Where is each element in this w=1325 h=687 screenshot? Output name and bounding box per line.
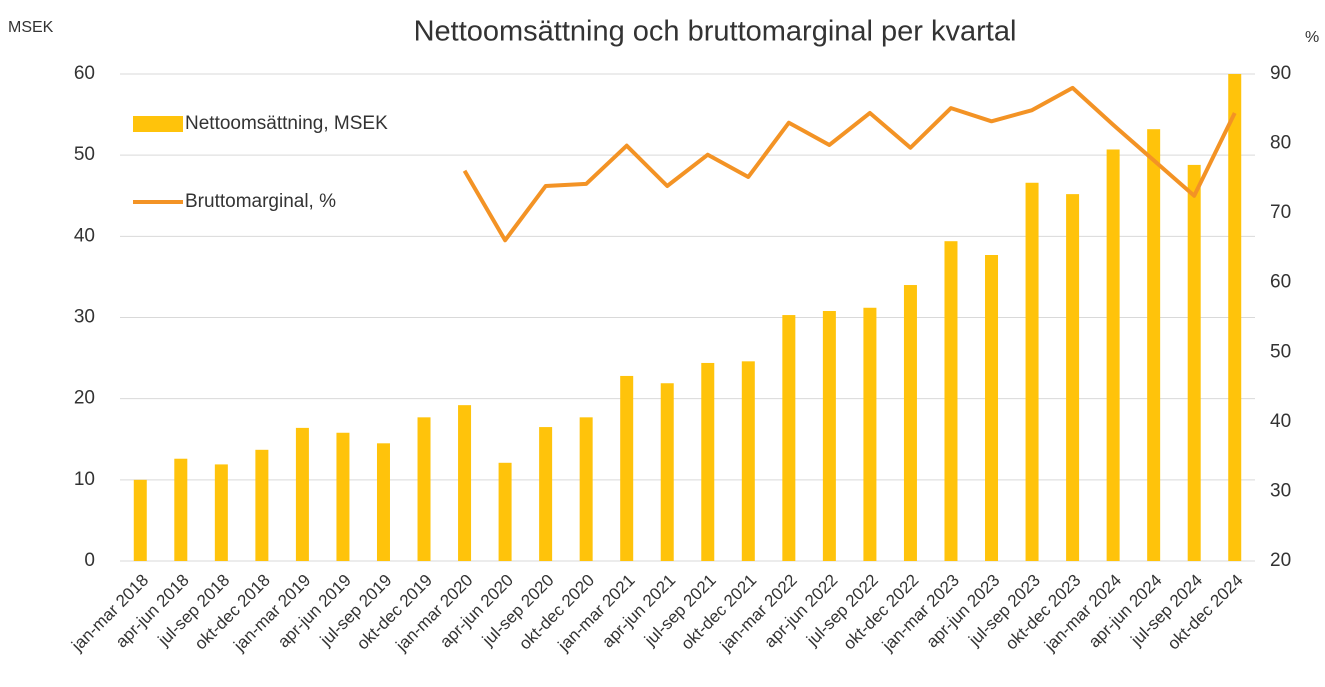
y-tick-label: 40 [74,225,95,246]
legend-label: Bruttomarginal, % [185,191,336,212]
y2-tick-label: 50 [1270,341,1291,362]
bar [782,315,796,561]
line-series [462,85,1237,243]
bar [458,405,472,561]
bar [255,449,269,561]
bar [741,361,755,561]
y2-tick-label: 70 [1270,202,1291,223]
bar [376,443,390,561]
y-tick-label: 20 [74,388,95,409]
y2-tick-label: 30 [1270,480,1291,501]
bar [985,255,999,562]
bar [336,432,350,561]
bar [579,417,593,561]
bar [1228,74,1242,561]
bar [1187,164,1201,561]
y-tick-label: 30 [74,307,95,328]
bar [1106,149,1120,562]
bar [539,427,553,561]
bar [822,311,836,561]
y-tick-label: 50 [74,144,95,165]
y2-tick-label: 40 [1270,411,1291,432]
y-tick-label: 10 [74,469,95,490]
bar [214,464,228,561]
y2-tick-label: 80 [1270,133,1291,154]
bar [417,417,431,561]
bar [701,362,715,561]
bar [903,285,917,561]
legend-label: Nettoomsättning, MSEK [185,113,388,134]
bar [1025,182,1039,561]
bar [944,241,958,561]
legend-swatch [133,116,183,132]
y2-tick-label: 20 [1270,550,1291,571]
bar [863,307,877,561]
y-axis-unit: MSEK [8,19,54,36]
y-tick-label: 0 [84,550,95,571]
bar [295,427,309,561]
chart-title: Nettoomsättning och bruttomarginal per k… [414,16,1017,48]
y2-tick-label: 60 [1270,272,1291,293]
y-tick-label: 60 [74,63,95,84]
y2-axis-unit: % [1305,29,1319,46]
bar [1147,129,1161,561]
bar [660,383,674,561]
y2-tick-label: 90 [1270,63,1291,84]
bar [498,462,512,561]
bar [1066,194,1080,562]
bar [133,479,147,561]
bar [174,458,188,561]
bar [620,375,634,561]
